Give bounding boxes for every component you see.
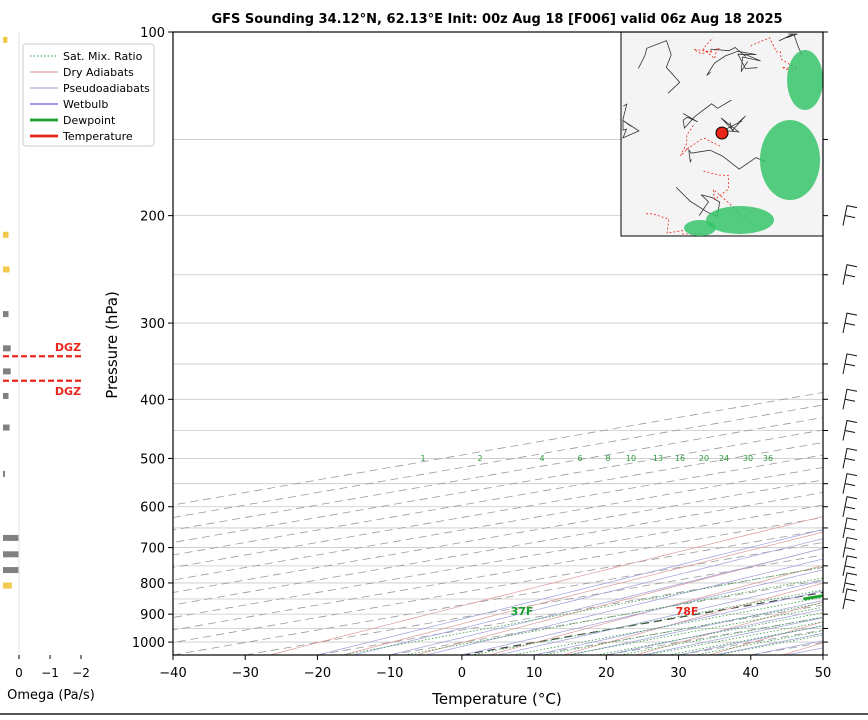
x-tick-label: 20 [598, 666, 615, 681]
map-precip [706, 206, 774, 234]
mixing-ratio-label: 10 [626, 454, 636, 463]
omega-bar [3, 311, 9, 317]
wind-barb [843, 421, 857, 441]
wind-barb [843, 265, 857, 285]
wind-barb [843, 497, 857, 517]
x-tick-label: −30 [232, 666, 259, 681]
legend-label: Pseudoadiabats [63, 82, 150, 95]
mixing-ratio-label: 20 [699, 454, 709, 463]
mixing-ratio-label: 13 [653, 454, 663, 463]
mixing-ratio-label: 16 [675, 454, 685, 463]
pseudoadiabat-line [642, 216, 868, 655]
map-inset [621, 32, 823, 236]
x-tick-label: −40 [159, 666, 186, 681]
pseudoadiabat-line [390, 216, 868, 655]
x-tick-label: 0 [458, 666, 466, 681]
chart-title: GFS Sounding 34.12°N, 62.13°E Init: 00z … [211, 12, 782, 27]
mixing-ratio-line [597, 507, 868, 655]
omega-bar [3, 37, 7, 43]
y-axis-label: Pressure (hPa) [103, 291, 121, 399]
omega-bar [3, 345, 11, 351]
pseudoadiabat-line [606, 216, 868, 655]
y-tick-label: 700 [140, 542, 165, 557]
omega-bar [3, 425, 10, 431]
wind-barb [843, 313, 857, 333]
y-tick-label: 900 [140, 608, 165, 623]
mixing-ratio-label: 24 [719, 454, 729, 463]
x-tick-label: 30 [670, 666, 687, 681]
x-tick-label: −20 [304, 666, 331, 681]
omega-bar [3, 368, 11, 374]
omega-bar [3, 393, 9, 399]
omega-bar [3, 551, 18, 557]
omega-bar [3, 535, 18, 541]
y-tick-label: 400 [140, 393, 165, 408]
omega-bar [3, 232, 9, 238]
dgz-label: DGZ [55, 385, 81, 398]
mixing-ratio-label: 6 [577, 454, 582, 463]
omega-bar [3, 583, 12, 589]
legend-label: Sat. Mix. Ratio [63, 50, 143, 63]
map-precip [760, 120, 820, 200]
wind-barb [843, 518, 857, 538]
legend-label: Temperature [62, 130, 133, 143]
wind-barb [843, 556, 857, 576]
omega-tick-label: −1 [41, 666, 59, 680]
map-precip [684, 220, 716, 236]
wind-barb [843, 206, 857, 226]
x-tick-label: −10 [376, 666, 403, 681]
wind-barb [843, 538, 857, 558]
x-tick-label: 10 [526, 666, 543, 681]
wind-barb [843, 354, 857, 374]
wind-barb [843, 589, 857, 609]
mixing-ratio-label: 8 [605, 454, 610, 463]
legend: Sat. Mix. Ratio Dry Adiabats Pseudoadiabat… [23, 44, 154, 146]
pseudoadiabat-line [679, 216, 868, 655]
y-tick-label: 300 [140, 317, 165, 332]
y-tick-label: 100 [140, 26, 165, 41]
y-tick-label: 200 [140, 210, 165, 225]
legend-label: Dry Adiabats [63, 66, 134, 79]
sounding-location-marker [716, 127, 728, 139]
omega-tick-label: 0 [15, 666, 23, 680]
x-tick-label: 50 [815, 666, 832, 681]
x-axis-label: Temperature (°C) [431, 690, 561, 708]
dry-adiabat-line [856, 32, 868, 655]
wind-barb [843, 389, 857, 409]
legend-label: Dewpoint [63, 114, 116, 127]
y-tick-label: 500 [140, 452, 165, 467]
surface-temperature-label: 78F [676, 605, 699, 618]
wind-barb [843, 474, 857, 494]
pseudoadiabat-line [787, 216, 868, 655]
y-tick-label: 1000 [132, 636, 165, 651]
mixing-ratio-label: 30 [743, 454, 753, 463]
mixing-ratio-label: 4 [539, 454, 544, 463]
dgz-label: DGZ [55, 341, 81, 354]
omega-axis-label: Omega (Pa/s) [7, 688, 95, 703]
wind-barb [843, 448, 857, 468]
mixing-ratio-line [695, 507, 868, 655]
mixing-ratio-label: 2 [477, 454, 482, 463]
omega-tick-label: −2 [72, 666, 90, 680]
y-tick-label: 800 [140, 577, 165, 592]
y-tick-label: 600 [140, 501, 165, 516]
map-precip [787, 50, 823, 110]
wind-barbs [843, 206, 857, 609]
surface-dewpoint-label: 37F [511, 605, 534, 618]
pseudoadiabats [317, 216, 868, 655]
mixing-ratio-label: 1 [420, 454, 425, 463]
mixing-ratio-label: 36 [763, 454, 773, 463]
pseudoadiabat-line [354, 216, 868, 655]
omega-bar [3, 266, 10, 272]
x-tick-label: 40 [743, 666, 760, 681]
omega-bar [3, 567, 18, 573]
pseudoadiabat-line [498, 216, 868, 655]
mixing-ratio-line [513, 507, 868, 655]
omega-bar [3, 471, 5, 477]
legend-label: Wetbulb [63, 98, 108, 111]
mixing-ratio-line [646, 507, 868, 655]
